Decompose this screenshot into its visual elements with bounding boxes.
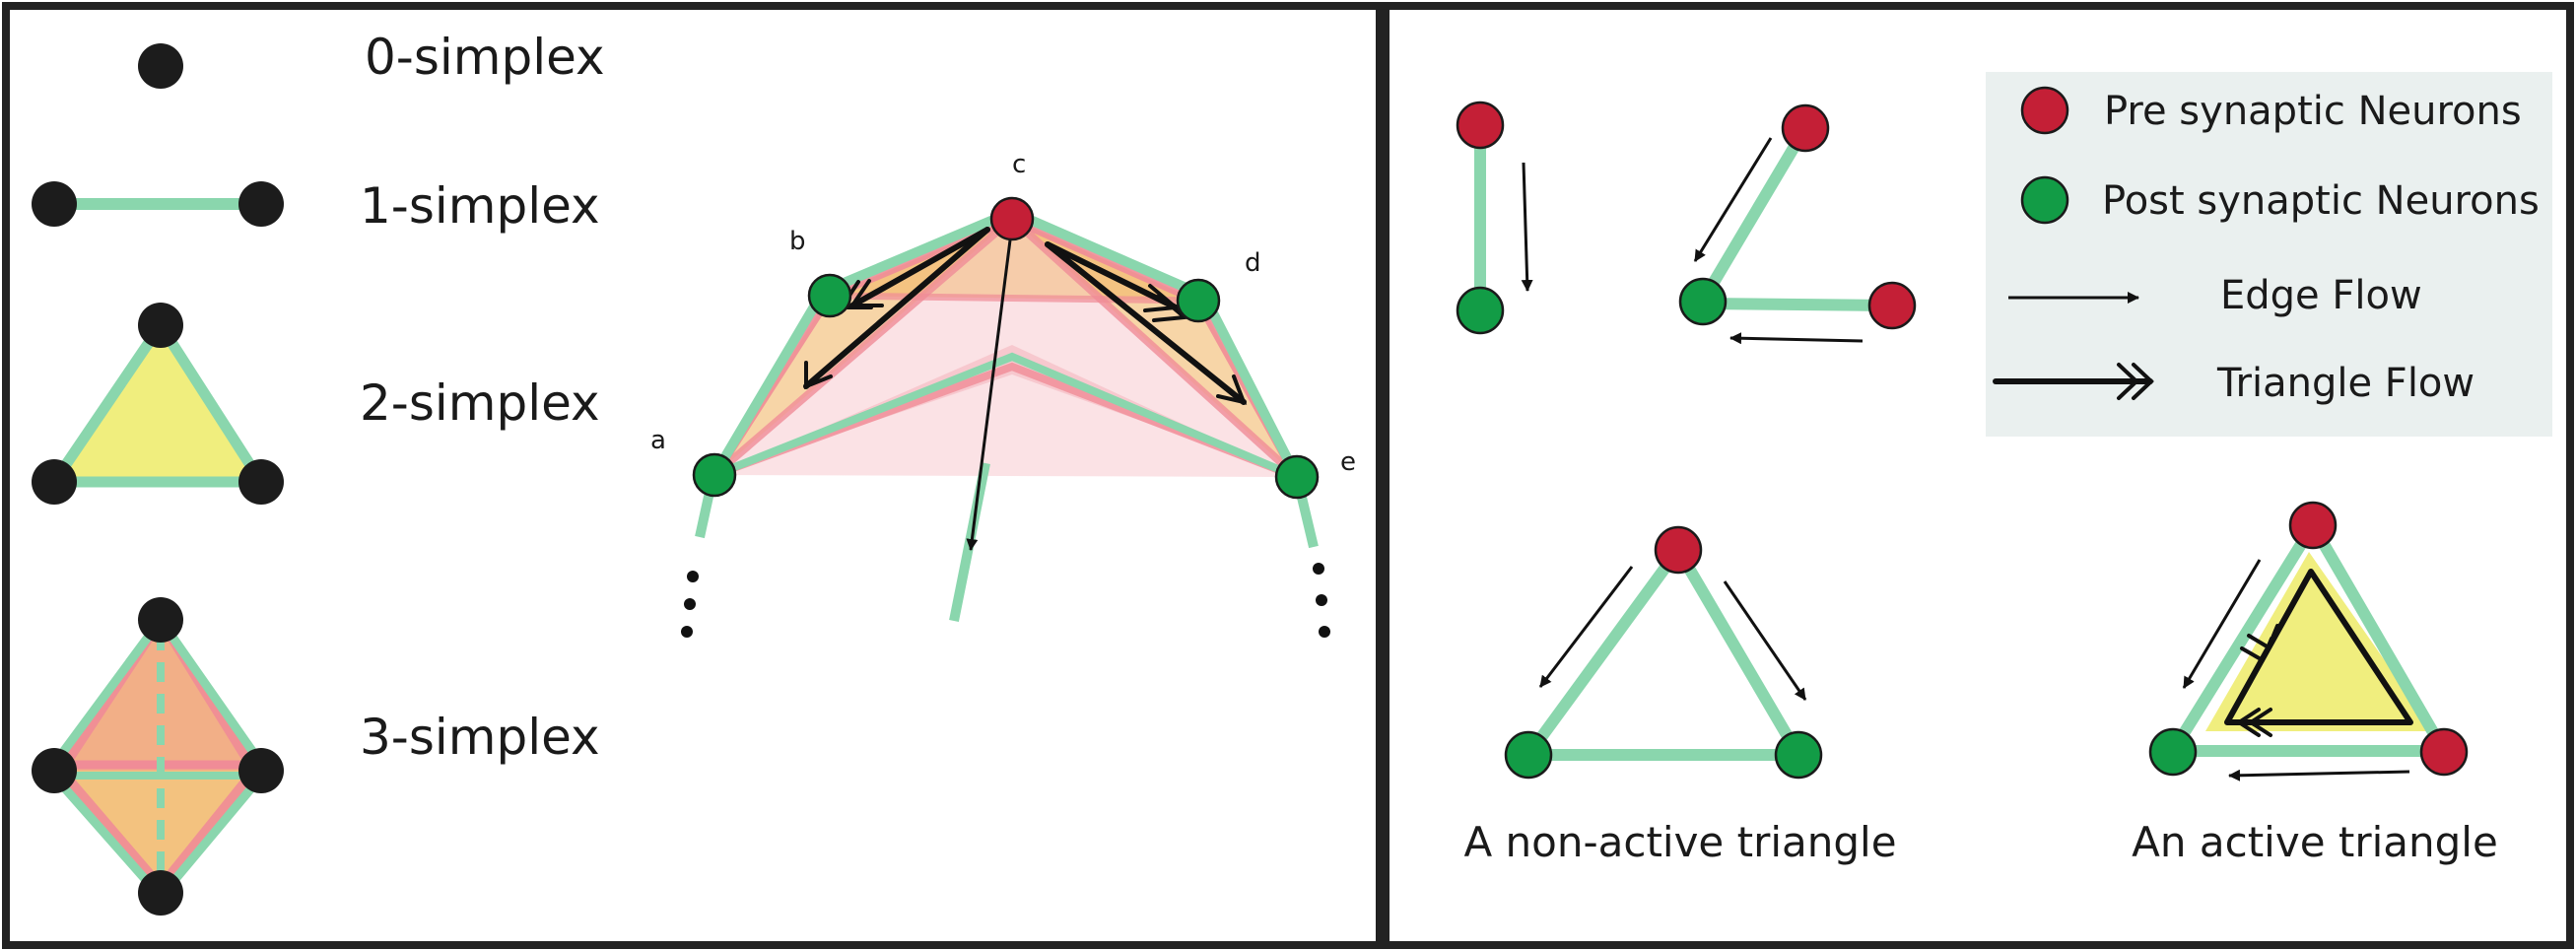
left-panel-frame [2,2,1384,949]
vertex [138,43,183,89]
vertex [138,597,183,643]
pre-node [1781,103,1830,153]
vertex [32,459,77,505]
post-node [2148,727,2198,777]
vertex [138,303,183,348]
node-label-b: b [789,227,806,256]
caption-active: An active triangle [2132,818,2498,866]
node-label-d: d [1245,248,1261,278]
node-c [989,196,1035,241]
pre-node [1654,525,1703,575]
post-node [1678,277,1728,326]
edges [43,321,272,488]
edge [1697,124,1811,305]
legend-triangle-label: Triangle Flow [2216,361,2474,406]
post-node [1504,730,1553,780]
triangle-flow-right [1045,241,1248,405]
vertex [32,748,77,793]
green-edges [712,352,1299,481]
zero-simplex [138,43,183,89]
simplex-legend-column: 0-simplex 1-simplex 2-simplex [32,29,605,916]
ellipsis-right [1313,563,1330,638]
one-simplex [32,181,284,227]
vertex [238,181,284,227]
node-label-e: e [1340,447,1356,477]
triangle-face [54,325,261,482]
edge-flow-arrow [1729,332,1864,345]
triangle-flow-cycle [2224,569,2413,737]
legend-box [1986,72,2552,437]
pre-node [1867,281,1917,330]
edge-flow-arrow [2228,769,2410,781]
pink-edge [829,292,1199,305]
legend: Pre synaptic Neurons Post synaptic Neuro… [1986,72,2552,437]
node-a [692,452,737,498]
node-label-a: a [650,426,666,455]
legend-pre-label: Pre synaptic Neurons [2104,89,2522,134]
node-d [1176,278,1221,323]
two-edge-example [1678,103,1917,345]
right-panel-frame [1382,2,2574,949]
node-b [807,273,852,318]
post-node [1456,286,1505,335]
pre-node [2419,727,2469,777]
non-active-triangle [1504,525,1823,780]
simplex-label-3: 3-simplex [360,709,600,766]
vertex [238,459,284,505]
face-bcd [830,219,1198,301]
edge-flow-arrow [1723,580,1807,701]
legend-triangle-arrow-icon [1993,363,2154,400]
legend-pre-icon [2020,86,2069,135]
edges [1517,546,1809,761]
node-e [1274,454,1320,500]
edges [2162,521,2455,757]
ellipsis-left [681,571,699,638]
simplicial-complex: a b c d e [650,150,1356,638]
caption-non-active: A non-active triangle [1463,818,1896,866]
legend-post-label: Post synaptic Neurons [2102,178,2540,224]
edge-flow-arrow [2182,559,2262,689]
pre-node [2288,501,2338,550]
edge-stub-c [949,462,990,622]
edge-flow-arrow [966,224,1014,551]
edge-flow-arrow [1693,137,1773,262]
simplex-label-1: 1-simplex [360,177,600,235]
vertex [32,181,77,227]
post-node [1774,730,1823,780]
three-simplex [32,597,284,916]
active-triangle [2148,501,2469,781]
edge [1702,298,1893,311]
single-edge-example [1456,101,1533,335]
pre-node [1456,101,1505,150]
edge-flow-arrow [1521,162,1533,292]
legend-post-icon [2020,175,2069,225]
edge-flow-arrow [1538,566,1634,688]
legend-edge-label: Edge Flow [2220,273,2422,318]
simplex-label-2: 2-simplex [360,374,600,432]
vertex [238,748,284,793]
simplex-label-0: 0-simplex [365,29,605,86]
two-simplex [32,303,284,505]
triangle-face [2205,552,2434,731]
node-label-c: c [1012,150,1026,179]
vertex [138,870,183,916]
